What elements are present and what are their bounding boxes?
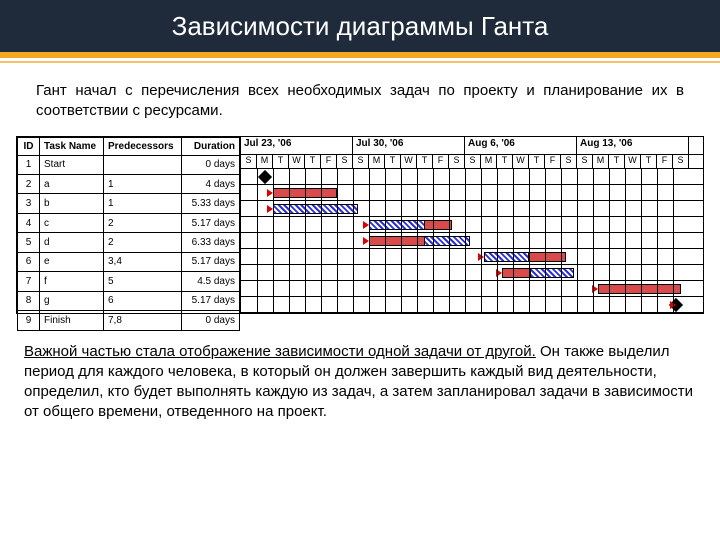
day-header: S xyxy=(561,155,577,168)
week-header: Jul 23, '06 xyxy=(241,137,353,154)
col-dur: Duration xyxy=(182,137,240,155)
col-name: Task Name xyxy=(40,137,104,155)
accent-bar-thin xyxy=(0,61,720,63)
day-header: S xyxy=(337,155,353,168)
gantt-bar xyxy=(502,268,531,278)
milestone-icon xyxy=(258,169,272,183)
intro-paragraph: Гант начал с перечисления всех необходим… xyxy=(0,63,720,130)
gantt-bar xyxy=(273,204,358,214)
gantt-chart: ID Task Name Predecessors Duration 1Star… xyxy=(0,130,720,314)
day-header: T xyxy=(417,155,433,168)
day-header: M xyxy=(257,155,273,168)
day-header: T xyxy=(641,155,657,168)
day-header: T xyxy=(529,155,545,168)
timeline-row xyxy=(241,217,703,233)
day-header: S xyxy=(449,155,465,168)
slide-header: Зависимости диаграммы Ганта xyxy=(0,0,720,52)
timeline-days: SMTWTFSSMTWTFSSMTWTFSSMTWTFS xyxy=(241,155,703,169)
day-header: T xyxy=(305,155,321,168)
day-header: T xyxy=(497,155,513,168)
day-header: S xyxy=(577,155,593,168)
day-header: F xyxy=(657,155,673,168)
timeline-row xyxy=(241,169,703,185)
day-header: T xyxy=(273,155,289,168)
day-header: T xyxy=(385,155,401,168)
accent-bar xyxy=(0,52,720,58)
gantt-bar xyxy=(484,252,529,262)
timeline-body xyxy=(241,169,703,313)
col-pred: Predecessors xyxy=(104,137,182,155)
timeline-row xyxy=(241,185,703,201)
table-row: 7f54.5 days xyxy=(18,272,240,291)
timeline-row xyxy=(241,233,703,249)
day-header: S xyxy=(465,155,481,168)
week-header: Aug 13, '06 xyxy=(577,137,689,154)
table-row: 6e3,45.17 days xyxy=(18,252,240,271)
table-row: 1Start0 days xyxy=(18,155,240,174)
day-header: W xyxy=(625,155,641,168)
day-header: M xyxy=(593,155,609,168)
timeline-row xyxy=(241,265,703,281)
day-header: M xyxy=(369,155,385,168)
day-header: F xyxy=(433,155,449,168)
outro-lead: Важной частью стала отображение зависимо… xyxy=(24,343,536,360)
task-grid: ID Task Name Predecessors Duration 1Star… xyxy=(17,137,240,331)
timeline-row xyxy=(241,201,703,217)
timeline-row xyxy=(241,297,703,313)
week-header: Aug 6, '06 xyxy=(465,137,577,154)
table-row: 2a14 days xyxy=(18,174,240,193)
timeline-row xyxy=(241,249,703,265)
table-row: 3b15.33 days xyxy=(18,194,240,213)
timeline-row xyxy=(241,281,703,297)
table-row: 8g65.17 days xyxy=(18,291,240,310)
timeline-weeks: Jul 23, '06Jul 30, '06Aug 6, '06Aug 13, … xyxy=(241,137,703,155)
day-header: M xyxy=(481,155,497,168)
day-header: F xyxy=(545,155,561,168)
col-id: ID xyxy=(18,137,40,155)
table-row: 4c25.17 days xyxy=(18,213,240,232)
day-header: S xyxy=(673,155,689,168)
gantt-bar xyxy=(598,284,681,294)
day-header: W xyxy=(401,155,417,168)
day-header: W xyxy=(289,155,305,168)
week-header: Jul 30, '06 xyxy=(353,137,465,154)
table-row: 5d26.33 days xyxy=(18,233,240,252)
day-header: W xyxy=(513,155,529,168)
day-header: S xyxy=(241,155,257,168)
slide-title: Зависимости диаграммы Ганта xyxy=(172,11,549,42)
day-header: T xyxy=(609,155,625,168)
day-header: F xyxy=(321,155,337,168)
timeline: Jul 23, '06Jul 30, '06Aug 6, '06Aug 13, … xyxy=(240,137,703,313)
day-header: S xyxy=(353,155,369,168)
table-row: 9Finish7,80 days xyxy=(18,311,240,331)
